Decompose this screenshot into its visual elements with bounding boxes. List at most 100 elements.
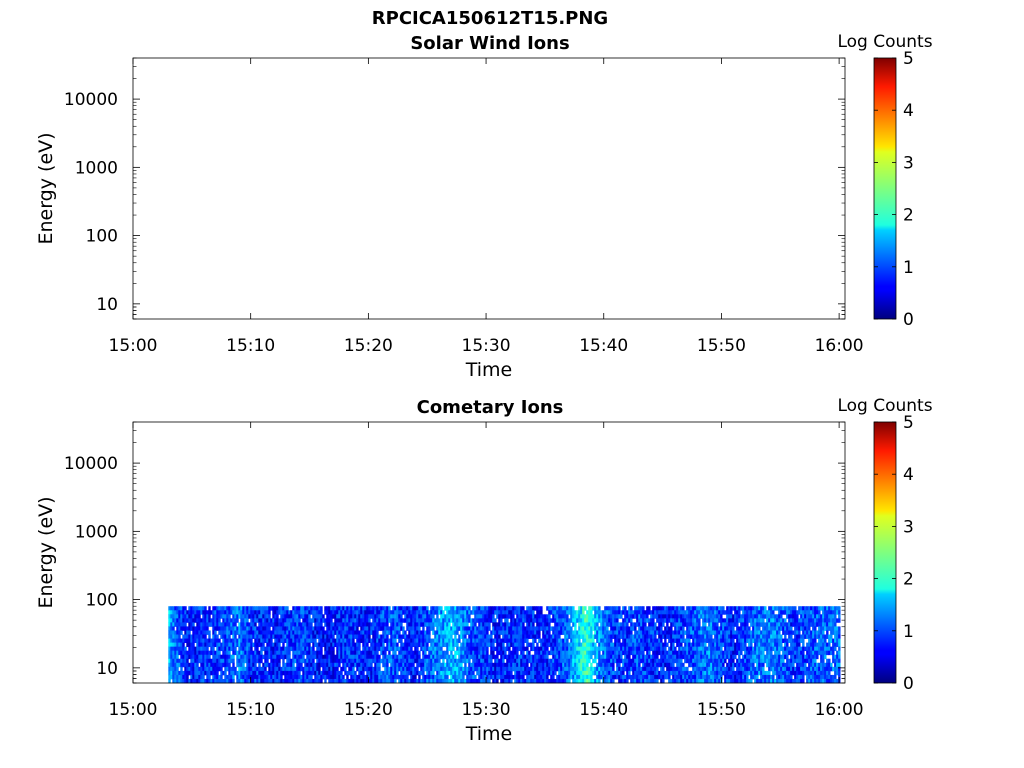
- heatmap-cell: [438, 666, 441, 672]
- heatmap-cell: [564, 630, 567, 635]
- heatmap-cell: [454, 614, 457, 619]
- heatmap-cell: [626, 642, 629, 648]
- heatmap-cell: [678, 634, 681, 639]
- heatmap-cell: [344, 626, 347, 631]
- heatmap-cell: [230, 606, 233, 611]
- heatmap-cell: [500, 614, 503, 619]
- heatmap-cell: [624, 606, 627, 611]
- heatmap-cell: [552, 630, 555, 635]
- heatmap-cell: [510, 662, 513, 668]
- heatmap-cell: [460, 658, 463, 664]
- heatmap-cell: [696, 626, 699, 631]
- heatmap-cell: [174, 666, 177, 672]
- heatmap-cell: [412, 674, 415, 680]
- heatmap-cell: [650, 646, 653, 652]
- heatmap-cell: [402, 674, 405, 680]
- heatmap-cell: [606, 674, 609, 680]
- heatmap-cell: [466, 606, 469, 611]
- heatmap-cell: [652, 674, 655, 680]
- heatmap-cell: [500, 650, 503, 656]
- heatmap-cell: [312, 678, 315, 684]
- heatmap-cell: [178, 678, 181, 684]
- heatmap-cell: [246, 630, 249, 635]
- heatmap-cell: [648, 622, 651, 627]
- heatmap-cell: [336, 610, 339, 615]
- heatmap-cell: [632, 638, 635, 643]
- heatmap-cell: [496, 650, 499, 656]
- heatmap-cell: [228, 622, 231, 627]
- heatmap-cell: [304, 650, 307, 656]
- heatmap-cell: [432, 618, 435, 623]
- heatmap-cell: [700, 658, 703, 664]
- heatmap-cell: [530, 674, 533, 680]
- heatmap-cell: [462, 646, 465, 652]
- heatmap-cell: [482, 614, 485, 619]
- heatmap-cell: [514, 646, 517, 652]
- heatmap-cell: [368, 666, 371, 672]
- heatmap-cell: [716, 638, 719, 643]
- heatmap-cell: [470, 662, 473, 668]
- heatmap-cell: [378, 654, 381, 660]
- heatmap-cell: [328, 662, 331, 668]
- heatmap-cell: [336, 614, 339, 619]
- heatmap-cell: [594, 666, 597, 672]
- heatmap-cell: [318, 654, 321, 660]
- heatmap-cell: [234, 638, 237, 643]
- heatmap-cell: [268, 654, 271, 660]
- heatmap-cell: [502, 670, 505, 676]
- heatmap-cell: [596, 610, 599, 615]
- heatmap-cell: [266, 654, 269, 660]
- heatmap-cell: [422, 642, 425, 648]
- heatmap-cell: [276, 666, 279, 672]
- heatmap-cell: [560, 670, 563, 676]
- heatmap-cell: [354, 646, 357, 652]
- heatmap-cell: [408, 662, 411, 668]
- heatmap-cell: [368, 618, 371, 623]
- heatmap-cell: [170, 658, 173, 664]
- heatmap-cell: [710, 642, 713, 648]
- heatmap-cell: [478, 614, 481, 619]
- heatmap-cell: [640, 646, 643, 652]
- heatmap-cell: [694, 626, 697, 631]
- heatmap-cell: [284, 618, 287, 623]
- heatmap-cell: [486, 634, 489, 639]
- heatmap-cell: [290, 618, 293, 623]
- heatmap-cell: [216, 678, 219, 684]
- heatmap-cell: [286, 614, 289, 619]
- heatmap-cell: [586, 662, 589, 668]
- heatmap-cell: [568, 650, 571, 656]
- heatmap-cell: [714, 606, 717, 611]
- heatmap-cell: [214, 650, 217, 656]
- heatmap-cell: [206, 678, 209, 684]
- heatmap-cell: [202, 630, 205, 635]
- heatmap-cell: [354, 642, 357, 648]
- heatmap-cell: [292, 662, 295, 668]
- heatmap-cell: [692, 654, 695, 660]
- heatmap-cell: [604, 678, 607, 684]
- heatmap-cell: [616, 662, 619, 668]
- heatmap-cell: [534, 630, 537, 635]
- heatmap-cell: [410, 646, 413, 652]
- heatmap-cell: [622, 606, 625, 611]
- heatmap-cell: [266, 646, 269, 652]
- heatmap-cell: [686, 650, 689, 656]
- heatmap-cell: [470, 622, 473, 627]
- heatmap-cell: [262, 678, 265, 684]
- heatmap-cell: [558, 634, 561, 639]
- heatmap-cell: [636, 650, 639, 656]
- heatmap-cell: [634, 670, 637, 676]
- heatmap-cell: [402, 654, 405, 660]
- heatmap-cell: [202, 658, 205, 664]
- heatmap-cell: [250, 678, 253, 684]
- heatmap-cell: [298, 618, 301, 623]
- heatmap-cell: [298, 630, 301, 635]
- heatmap-cell: [306, 646, 309, 652]
- heatmap-cell: [692, 658, 695, 664]
- heatmap-cell: [710, 638, 713, 643]
- heatmap-cell: [184, 662, 187, 668]
- heatmap-cell: [486, 638, 489, 643]
- heatmap-cell: [344, 606, 347, 611]
- heatmap-cell: [622, 610, 625, 615]
- heatmap-cell: [568, 634, 571, 639]
- heatmap-cell: [350, 666, 353, 672]
